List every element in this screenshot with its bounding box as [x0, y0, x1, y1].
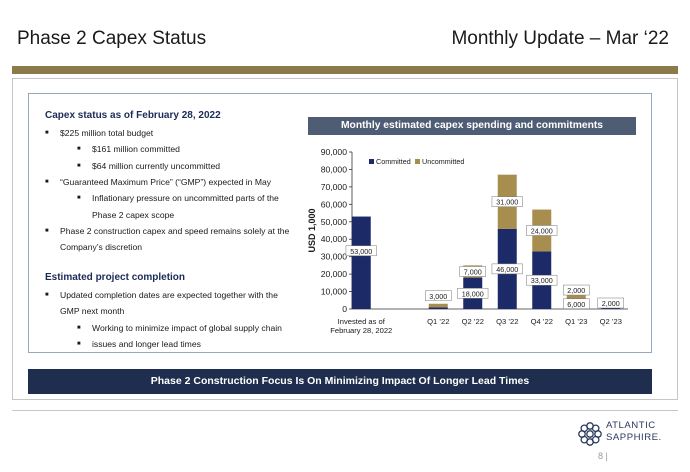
focus-banner: Phase 2 Construction Focus Is On Minimiz… [28, 369, 652, 394]
capex-bullet-text: Phase 2 construction capex and speed rem… [60, 225, 290, 236]
page-number: 8 | [598, 451, 608, 461]
capex-bullet: ■ Inflationary pressure on uncommitted pa… [77, 190, 279, 206]
inner-panel [28, 93, 652, 353]
capex-bullet: Phase 2 capex scope [92, 207, 174, 223]
bullet-marker: ■ [77, 324, 81, 331]
logo-wordmark: ATLANTIC SAPPHIRE. [606, 420, 662, 444]
bullet-marker: ■ [77, 162, 81, 169]
capex-bullet: Company’s discretion [60, 239, 142, 255]
atlantic-sapphire-logo-icon [578, 422, 602, 446]
capex-bullet-text: Phase 2 capex scope [92, 209, 175, 220]
capex-bullet: ■ Phase 2 construction capex and speed re… [45, 223, 290, 239]
logo-line-1: ATLANTIC [606, 420, 656, 431]
completion-heading: Estimated project completion [45, 272, 186, 283]
completion-bullet: ■ issues and longer lead times [77, 336, 201, 352]
bullet-marker: ■ [77, 340, 81, 347]
bullet-marker: ■ [45, 130, 49, 136]
completion-bullet-text: GMP next month [60, 306, 125, 317]
capex-bullet-text: $64 million currently uncommitted [92, 160, 221, 171]
capex-bullet-text: $225 million total budget [60, 128, 154, 138]
completion-bullet: ■ Working to minimize impact of global su… [77, 320, 282, 336]
completion-bullet: ■ Updated completion dates are expected t… [45, 287, 278, 303]
capex-status-heading: Capex status as of February 28, 2022 [45, 110, 221, 121]
page-title: Phase 2 Capex Status [17, 28, 207, 49]
completion-bullet-text: Updated completion dates are expected to… [60, 290, 278, 300]
capex-bullet: ■ $161 million committed [77, 141, 180, 157]
gold-divider [12, 66, 678, 74]
completion-bullet-text: issues and longer lead times [92, 338, 201, 349]
bullet-marker: ■ [45, 292, 49, 298]
chart-title: Monthly estimated capex spending and com… [308, 117, 636, 135]
capex-bullet: ■ $64 million currently uncommitted [77, 158, 221, 174]
capex-bullet-text: “Guaranteed Maximum Price” (“GMP”) expec… [60, 176, 272, 187]
update-label: Monthly Update – Mar ‘22 [451, 28, 669, 49]
bullet-marker: ■ [77, 146, 81, 153]
capex-bullet: ■ “Guaranteed Maximum Price” (“GMP”) expe… [45, 174, 272, 190]
bullet-marker: ■ [45, 227, 49, 234]
bullet-marker: ■ [45, 178, 49, 185]
capex-bullet-text: Inflationary pressure on uncommitted par… [92, 193, 279, 204]
completion-bullet: GMP next month [60, 303, 124, 319]
completion-bullet-text: Working to minimize impact of global sup… [92, 322, 282, 333]
logo-line-2: SAPPHIRE. [606, 432, 662, 443]
footer-divider [12, 410, 678, 411]
capex-bullet: ■ $225 million total budget [45, 125, 154, 141]
capex-bullet-text: Company’s discretion [60, 242, 142, 253]
bullet-marker: ■ [77, 195, 81, 202]
capex-bullet-text: $161 million committed [92, 144, 180, 155]
